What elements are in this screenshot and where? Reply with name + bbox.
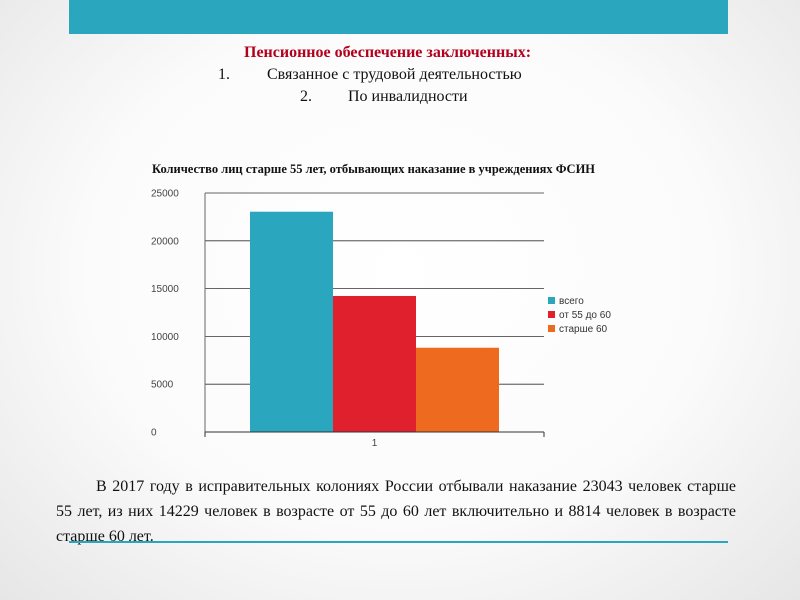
y-tick-label: 25000 (151, 189, 179, 200)
summary-paragraph: В 2017 году в исправительных колониях Ро… (56, 478, 736, 545)
bar-chart: 0 5000 10000 15000 20000 25000 1 всего от 55 д… (151, 189, 611, 450)
list-text: По инвалидности (348, 88, 468, 105)
bar-1 (250, 211, 333, 432)
list-number: 1. (218, 66, 230, 83)
y-axis-ticks: 0 5000 10000 15000 20000 25000 (151, 189, 179, 439)
y-tick-label: 5000 (151, 380, 174, 391)
legend-swatch (548, 297, 555, 304)
chart-title: Количество лиц старше 55 лет, отбывающих… (152, 162, 596, 176)
list-text: Связанное с трудовой деятельностью (267, 66, 522, 83)
y-tick-label: 10000 (151, 332, 179, 343)
bar-2 (333, 295, 416, 432)
bar-3 (416, 347, 499, 432)
chart-bars (250, 211, 499, 432)
y-tick-label: 0 (151, 428, 157, 439)
y-tick-label: 20000 (151, 236, 179, 247)
x-tick-label: 1 (372, 438, 378, 449)
legend-swatch (548, 311, 555, 318)
chart-legend: всего от 55 до 60 старше 60 (548, 296, 611, 335)
legend-label: всего (559, 296, 584, 307)
x-axis: 1 (204, 193, 545, 449)
legend-swatch (548, 325, 555, 332)
list-number: 2. (300, 88, 312, 105)
top-accent-bar (69, 0, 728, 34)
bottom-accent-line (69, 541, 728, 543)
y-tick-label: 15000 (151, 284, 179, 295)
legend-label: от 55 до 60 (559, 310, 611, 321)
slide-title: Пенсионное обеспечение заключенных: (244, 44, 532, 61)
legend-label: старше 60 (559, 324, 608, 335)
